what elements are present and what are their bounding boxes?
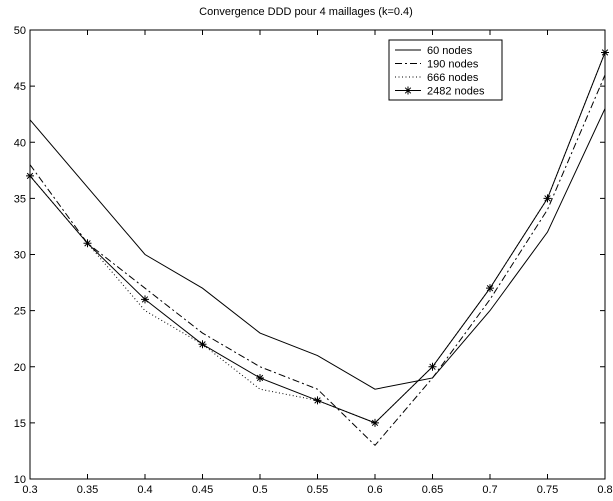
data-point-marker xyxy=(141,295,149,304)
x-tick-label: 0.4 xyxy=(137,484,152,496)
y-tick-label: 10 xyxy=(14,474,26,486)
x-tick-label: 0.45 xyxy=(192,484,213,496)
y-tick-label: 40 xyxy=(14,137,26,149)
data-point-marker xyxy=(313,396,322,405)
y-axis: 10 15 20 25 30 35 40 45 50 xyxy=(14,25,605,486)
x-tick-label: 0.5 xyxy=(252,484,267,496)
x-tick-label: 0.35 xyxy=(77,484,98,496)
x-tick-label: 0.3 xyxy=(22,484,37,496)
x-tick-label: 0.75 xyxy=(537,484,558,496)
data-point-marker xyxy=(601,48,609,57)
x-tick-label: 0.8 xyxy=(597,484,612,496)
x-tick-label: 0.6 xyxy=(367,484,382,496)
y-tick-label: 15 xyxy=(14,418,26,430)
data-point-marker xyxy=(198,340,207,349)
y-tick-label: 30 xyxy=(14,250,26,262)
legend-label: 60 nodes xyxy=(427,45,473,57)
legend-label: 190 nodes xyxy=(427,59,479,71)
chart-title: Convergence DDD pour 4 maillages (k=0.4) xyxy=(199,6,413,18)
series-line-0 xyxy=(29,108,606,390)
data-point-marker xyxy=(83,239,92,248)
legend-label: 2482 nodes xyxy=(427,86,485,98)
x-tick-label: 0.55 xyxy=(307,484,328,496)
data-point-marker xyxy=(543,194,552,203)
y-tick-label: 50 xyxy=(14,25,26,37)
data-point-marker xyxy=(26,171,34,180)
y-tick-label: 20 xyxy=(14,362,26,374)
data-point-marker xyxy=(371,418,379,427)
x-axis: 0.3 0.35 0.4 0.45 0.5 0.55 0.6 0.65 0.7 0.75 0.8 xyxy=(22,30,613,496)
series-layer xyxy=(26,48,609,447)
series-line-1 xyxy=(29,74,606,447)
data-point-marker xyxy=(428,362,437,371)
x-tick-label: 0.65 xyxy=(422,484,443,496)
data-point-marker xyxy=(256,373,264,382)
legend-marker xyxy=(404,86,412,95)
y-tick-label: 45 xyxy=(14,81,26,93)
data-point-marker xyxy=(486,284,494,293)
y-tick-label: 25 xyxy=(14,306,26,318)
x-tick-label: 0.7 xyxy=(482,484,497,496)
y-tick-label: 35 xyxy=(14,193,26,205)
legend-label: 666 nodes xyxy=(427,72,479,84)
